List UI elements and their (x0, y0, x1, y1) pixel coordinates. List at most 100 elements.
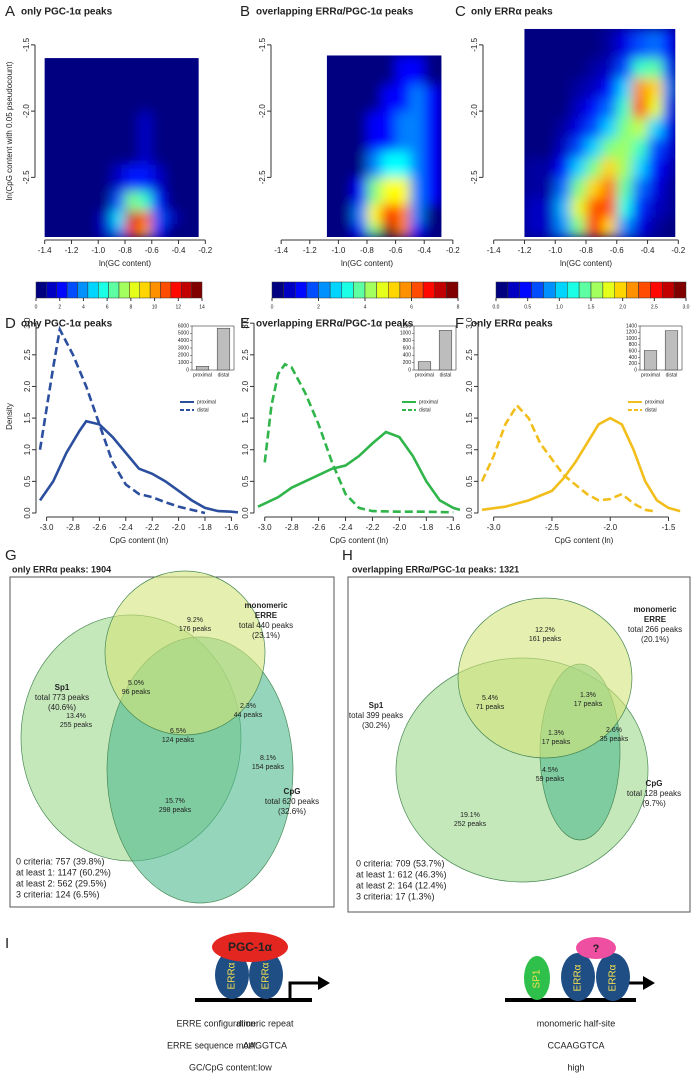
colorbar-swatch (531, 281, 544, 299)
y-tick-label: 2.0 (23, 380, 32, 392)
heatmap-cell (367, 84, 382, 112)
heatmap-cell (632, 157, 649, 178)
summary-line: 0 criteria: 709 (53.7%) (356, 858, 445, 868)
heatmap-cell (662, 58, 676, 79)
y-tick-label: -1.5 (22, 37, 31, 51)
heatmap-cell (98, 58, 113, 112)
inset-bar (643, 350, 658, 371)
colorbar-tick-label: 8 (457, 304, 460, 310)
heatmap-cell (632, 78, 649, 99)
row-value: high (567, 1062, 584, 1072)
colorbar-swatch (160, 281, 172, 299)
summary-line: at least 2: 562 (29.5%) (16, 878, 107, 888)
x-tick-label: -2.4 (119, 523, 133, 532)
x-tick-label: -3.0 (258, 523, 272, 532)
y-axis-label: ln(CpG content with 0.05 pseudocount) (5, 61, 14, 200)
colorbar-swatch (662, 281, 675, 299)
region-label: 9.2% (187, 617, 203, 624)
heatmap-cell (138, 58, 153, 112)
heatmap-cell (125, 190, 139, 211)
heatmap-cell (98, 111, 113, 165)
row-label: ERRE configuration: (176, 1018, 258, 1028)
heatmap-cell (125, 58, 139, 112)
heatmap-cell (632, 117, 649, 139)
heatmap-cell (555, 137, 572, 158)
region-label: 17 peaks (542, 739, 571, 746)
heatmap-cell (409, 55, 425, 86)
summary-line: 3 criteria: 17 (1.3%) (356, 891, 435, 901)
row-value: AAGGTCA (243, 1040, 287, 1050)
set-detail: (9.7%) (642, 799, 666, 808)
heatmap-cell (647, 58, 664, 79)
heatmap-cell (125, 210, 139, 225)
heatmap-cell (570, 58, 587, 79)
heatmap-cell (367, 55, 382, 86)
heatmap-cell (601, 137, 618, 158)
y-tick-label: 0.5 (23, 475, 32, 487)
colorbar-swatch (434, 281, 447, 299)
y-tick-label: 3.0 (241, 317, 250, 329)
colorbar-tick-label: 6 (410, 304, 413, 310)
y-tick-label: 0.5 (241, 475, 250, 487)
inset-bar (438, 330, 453, 371)
region-label: 59 peaks (536, 776, 565, 783)
heatmap-cell (367, 177, 382, 205)
heatmap-cell (44, 210, 72, 225)
heatmap-cell (111, 111, 126, 165)
heatmap-cell (570, 177, 587, 198)
colorbar-tick-label: 4 (82, 304, 85, 310)
colorbar-tick-label: 2.5 (651, 304, 658, 310)
heatmap-cell (586, 117, 602, 139)
heatmap-cell (326, 203, 354, 225)
heatmap-cell (601, 78, 618, 99)
heatmap-cell (151, 210, 166, 225)
y-tick-label: 2.0 (241, 380, 250, 392)
y-tick-label: 1.5 (23, 412, 32, 424)
heatmap-cell (524, 137, 556, 158)
set-detail: (32.6%) (278, 807, 306, 816)
heatmap-cell (381, 177, 397, 205)
coactivator-label: PGC-1α (228, 940, 273, 954)
heatmap-cell (586, 177, 602, 198)
heatmap-cell (524, 117, 556, 139)
heatmap-cell (71, 58, 99, 112)
density-line (38, 419, 239, 514)
inset-tick-label: 600 (403, 345, 412, 351)
colorbar-swatch (329, 281, 342, 299)
colorbar-swatch (388, 281, 401, 299)
x-tick-label: -2.6 (312, 523, 326, 532)
heatmap-cells (326, 55, 442, 237)
colorbar-swatch (35, 281, 47, 299)
heatmap-cell (367, 203, 382, 225)
heatmap-cell (165, 111, 180, 165)
heatmap-cell (424, 203, 442, 225)
set-name: ERRE (255, 611, 278, 620)
heatmap-cell (352, 84, 368, 112)
arrow-head (643, 976, 655, 990)
x-tick-label: -2.2 (145, 523, 159, 532)
heatmap-cell (524, 157, 556, 178)
heatmap-cell (395, 203, 411, 225)
colorbar-swatch (507, 281, 520, 299)
x-tick-label: -0.4 (417, 246, 431, 255)
y-tick-label: -1.5 (470, 37, 479, 51)
x-tick-label: -3.0 (487, 523, 501, 532)
heatmap-cell (111, 190, 126, 211)
inset-tick-label: 1400 (626, 323, 637, 329)
x-tick-label: -1.8 (198, 523, 212, 532)
heatmap-cell (662, 217, 676, 237)
colorbar-swatch (341, 281, 354, 299)
inset-tick-label: 0 (408, 367, 411, 373)
region-label: 4.5% (542, 767, 558, 774)
colorbar-swatch (590, 281, 604, 299)
inset-tick-label: 6000 (178, 323, 189, 329)
region-label: 161 peaks (529, 636, 562, 643)
heatmap-cell (616, 157, 633, 178)
y-tick-label: -2.5 (22, 170, 31, 184)
heatmap-cell (125, 111, 139, 165)
set-detail: (40.6%) (48, 703, 76, 712)
heatmap-cell (632, 58, 649, 79)
heatmap-cell (616, 78, 633, 99)
colorbar-swatch (118, 281, 130, 299)
colorbar-swatch (638, 281, 651, 299)
